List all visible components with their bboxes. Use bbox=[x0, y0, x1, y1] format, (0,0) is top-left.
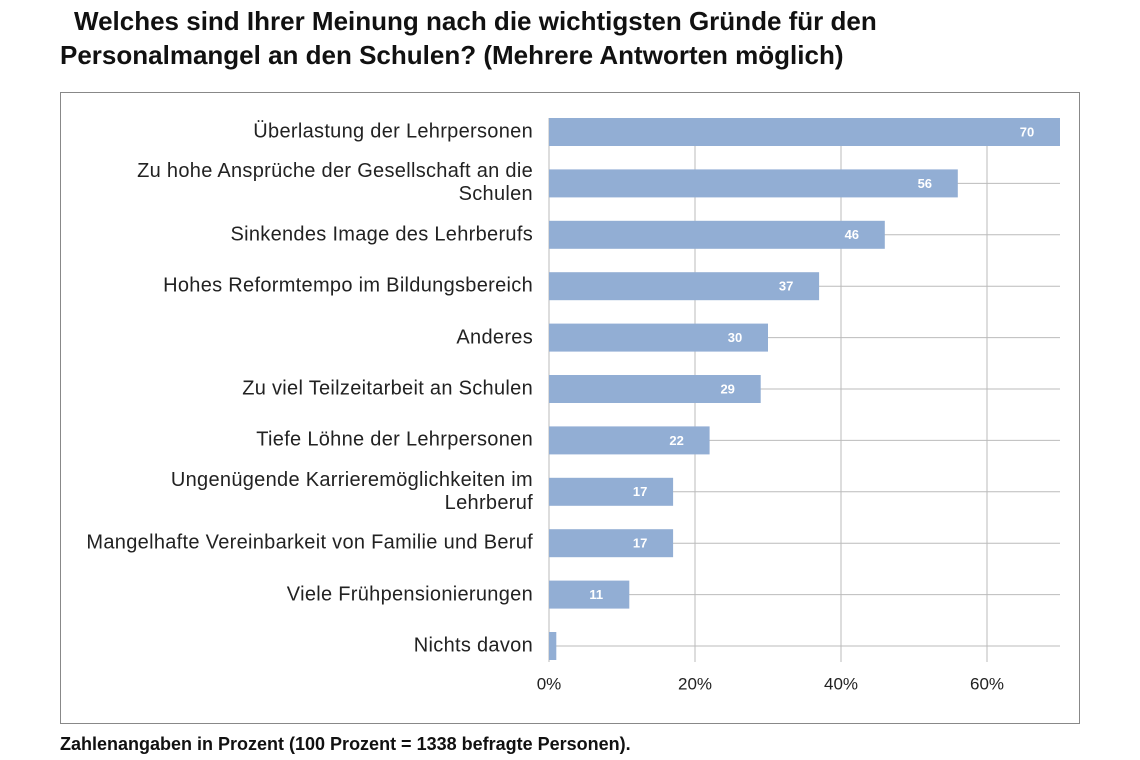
bar bbox=[549, 272, 820, 301]
category-label: Zu hohe Ansprüche der Gesellschaft an di… bbox=[137, 160, 533, 206]
footnote: Zahlenangaben in Prozent (100 Prozent = … bbox=[60, 734, 631, 754]
bar bbox=[549, 632, 557, 660]
bar bbox=[549, 118, 1060, 146]
chart-title: Welches sind Ihrer Meinung nach die wich… bbox=[60, 6, 877, 70]
data-label: 11 bbox=[589, 587, 603, 602]
category-label: Sinkendes Image des Lehrberufs bbox=[230, 223, 533, 246]
bar bbox=[549, 323, 768, 352]
data-label: 37 bbox=[779, 279, 793, 294]
data-label: 56 bbox=[918, 176, 932, 191]
bar bbox=[549, 477, 674, 506]
bar bbox=[549, 220, 885, 249]
category-label: Hohes Reformtempo im Bildungsbereich bbox=[163, 274, 533, 297]
category-label: Tiefe Löhne der Lehrpersonen bbox=[256, 428, 533, 451]
bar bbox=[549, 375, 761, 403]
category-label: Ungenügende Karrieremöglichkeiten im Leh… bbox=[170, 468, 533, 514]
data-label: 30 bbox=[728, 330, 742, 345]
data-label: 70 bbox=[1020, 124, 1034, 139]
bar bbox=[549, 169, 958, 198]
bar bbox=[549, 580, 630, 609]
category-label: Zu viel Teilzeitarbeit an Schulen bbox=[242, 377, 533, 400]
x-tick-label: 60% bbox=[970, 674, 1004, 693]
data-label: 17 bbox=[633, 536, 647, 551]
bar bbox=[549, 426, 710, 455]
category-label: Viele Frühpensionierungen bbox=[286, 583, 533, 606]
data-label: 29 bbox=[720, 381, 734, 396]
bar bbox=[549, 529, 674, 558]
data-label: 46 bbox=[845, 227, 859, 242]
category-label: Anderes bbox=[456, 326, 533, 349]
frame bbox=[60, 92, 1080, 724]
category-label: Mangelhafte Vereinbarkeit von Familie un… bbox=[86, 531, 533, 554]
x-tick-label: 0% bbox=[537, 674, 562, 693]
data-label: 22 bbox=[669, 433, 683, 448]
x-tick-label: 20% bbox=[678, 674, 712, 693]
x-tick-label: 40% bbox=[824, 674, 858, 693]
category-label: Nichts davon bbox=[413, 634, 533, 657]
category-label: Überlastung der Lehrpersonen bbox=[253, 120, 533, 143]
data-label: 17 bbox=[633, 484, 647, 499]
